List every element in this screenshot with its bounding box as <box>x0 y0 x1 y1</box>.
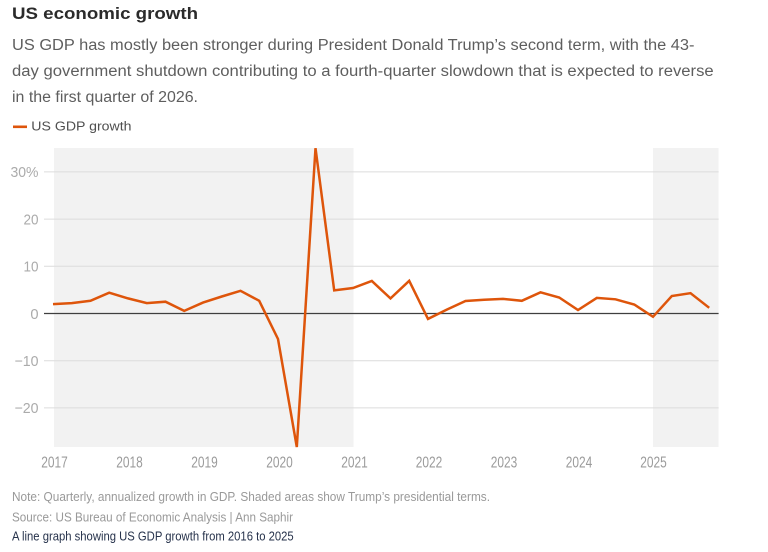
svg-text:Note: Quarterly, annualized gr: Note: Quarterly, annualized growth in GD… <box>12 489 490 504</box>
svg-text:Source: US Bureau of Economic: Source: US Bureau of Economic Analysis |… <box>12 510 294 525</box>
svg-text:US GDP has mostly been stronge: US GDP has mostly been stronger during P… <box>12 37 695 54</box>
svg-text:US GDP growth: US GDP growth <box>31 118 131 133</box>
svg-text:2024: 2024 <box>566 455 593 472</box>
svg-text:in the first quarter of 2026.: in the first quarter of 2026. <box>12 89 198 106</box>
svg-text:2018: 2018 <box>116 455 143 472</box>
svg-text:0: 0 <box>30 307 38 323</box>
svg-text:2021: 2021 <box>341 455 368 472</box>
svg-text:2025: 2025 <box>640 455 667 472</box>
svg-text:2019: 2019 <box>191 455 218 472</box>
svg-text:2020: 2020 <box>266 455 293 472</box>
svg-text:A line graph showing US GDP gr: A line graph showing US GDP growth from … <box>12 528 294 543</box>
svg-text:30%: 30% <box>11 165 39 181</box>
svg-text:−10: −10 <box>15 354 39 370</box>
svg-text:−20: −20 <box>15 401 39 417</box>
svg-text:2023: 2023 <box>491 455 518 472</box>
svg-text:10: 10 <box>24 260 39 276</box>
svg-text:day government shutdown contri: day government shutdown contributing to … <box>12 63 714 80</box>
svg-text:20: 20 <box>24 212 39 228</box>
svg-text:2022: 2022 <box>416 455 443 472</box>
svg-text:US economic growth: US economic growth <box>12 4 198 23</box>
svg-text:2017: 2017 <box>41 455 68 472</box>
